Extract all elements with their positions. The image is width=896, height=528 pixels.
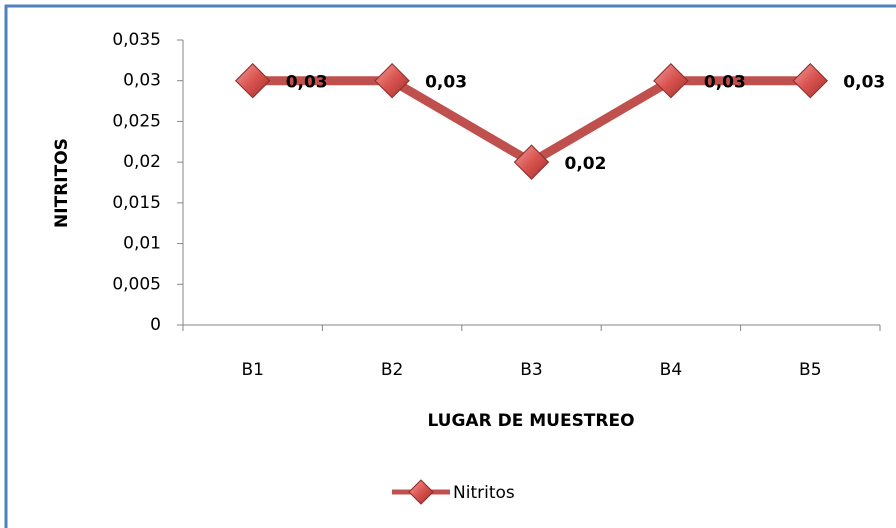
y-tick-label: 0,01 — [123, 234, 161, 254]
x-tick-label: B2 — [381, 360, 403, 380]
data-label: 0,03 — [286, 73, 328, 93]
x-tick-label: B3 — [520, 360, 542, 380]
data-label: 0,03 — [425, 73, 467, 93]
y-tick-label: 0,02 — [123, 152, 161, 172]
marker — [234, 63, 271, 99]
y-tick-label: 0,035 — [112, 30, 161, 50]
data-label: 0,03 — [843, 73, 885, 93]
marker — [653, 63, 689, 99]
x-tick-label: B1 — [241, 360, 263, 380]
marker — [792, 63, 829, 99]
marker — [374, 63, 410, 99]
y-axis-title: NITRITOS — [52, 138, 72, 228]
y-tick-label: 0,03 — [123, 71, 161, 91]
data-label: 0,02 — [565, 154, 607, 174]
legend-label: Nitritos — [453, 483, 515, 503]
y-tick-label: 0,025 — [112, 111, 161, 131]
y-tick-label: 0 — [150, 315, 161, 335]
data-label: 0,03 — [704, 73, 746, 93]
legend-marker — [408, 479, 434, 505]
x-tick-label: B5 — [799, 360, 821, 380]
marker — [513, 144, 550, 180]
y-tick-label: 0,005 — [112, 274, 161, 294]
x-axis-title: LUGAR DE MUESTREO — [427, 411, 634, 431]
x-tick-label: B4 — [660, 360, 682, 380]
y-tick-label: 0,015 — [112, 193, 161, 213]
